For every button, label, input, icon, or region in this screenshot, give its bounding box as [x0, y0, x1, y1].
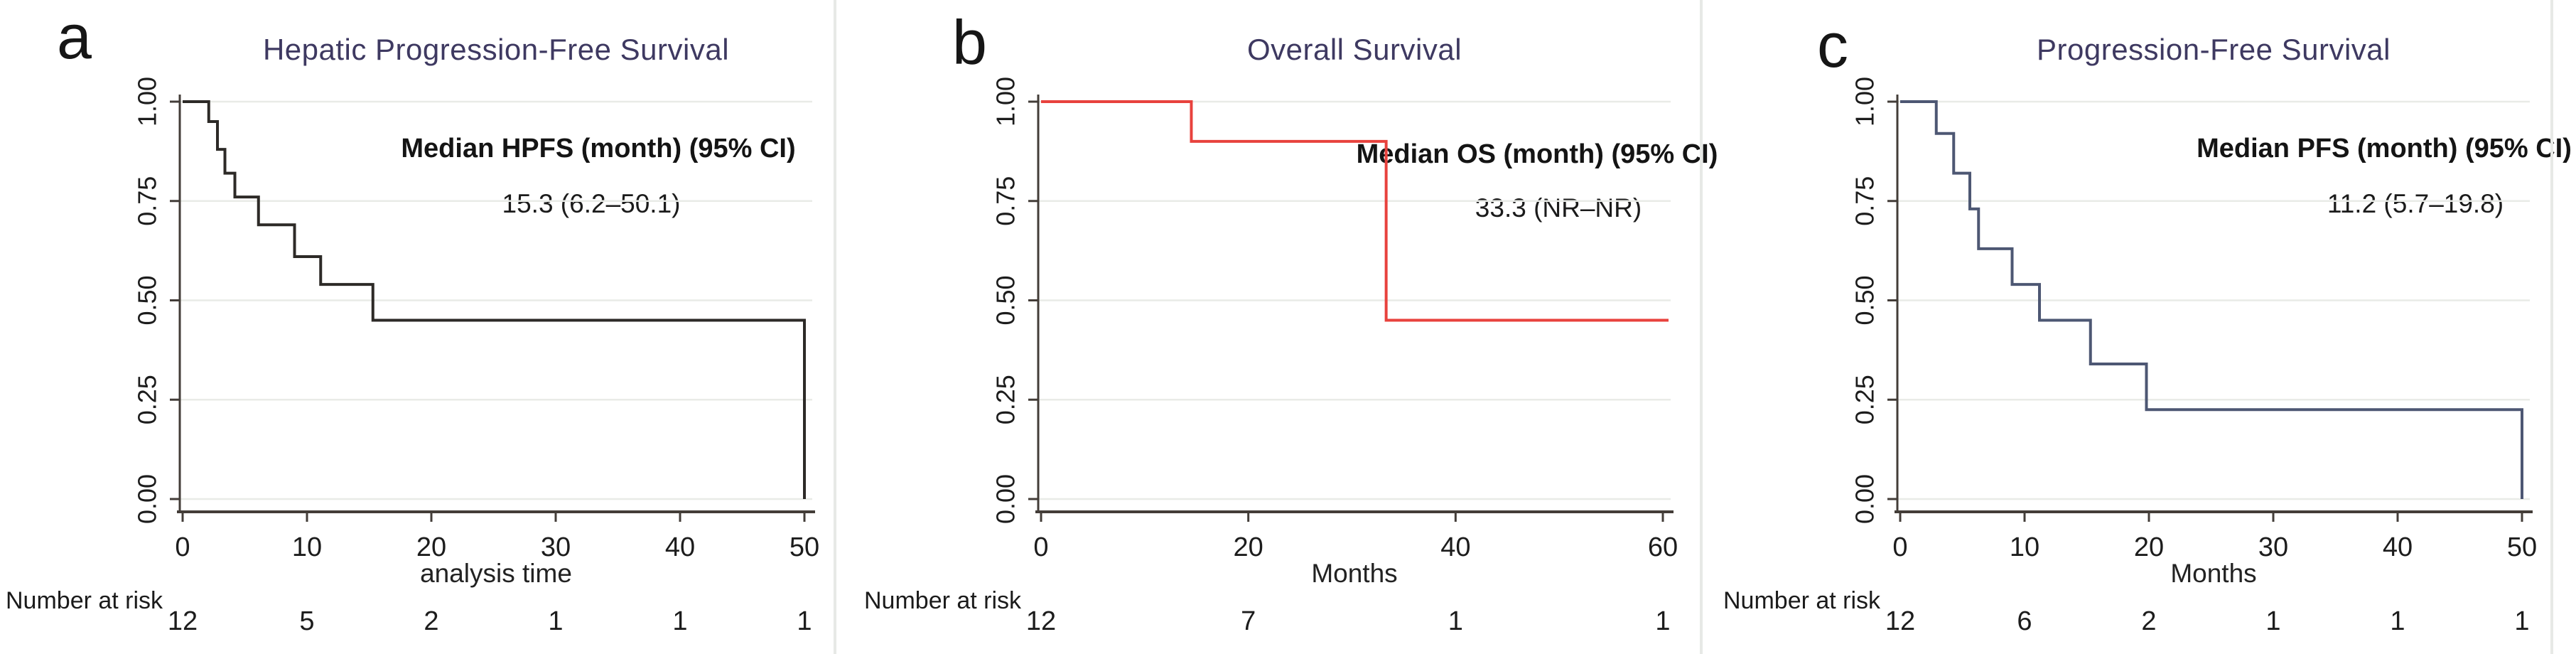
number-at-risk-value: 1 — [1448, 606, 1463, 636]
x-tick-label: 40 — [665, 532, 695, 562]
number-at-risk-value: 1 — [2514, 606, 2529, 636]
y-tick-label: 0.50 — [991, 275, 1020, 325]
panel-divider — [834, 0, 836, 654]
median-annotation-value: 11.2 (5.7–19.8) — [2327, 189, 2504, 218]
number-at-risk-value: 12 — [1885, 606, 1915, 636]
number-at-risk-value: 6 — [2017, 606, 2032, 636]
x-tick-label: 10 — [2010, 532, 2039, 562]
number-at-risk-value: 1 — [797, 606, 812, 636]
chart-title: Progression-Free Survival — [2036, 33, 2391, 66]
number-at-risk-value: 5 — [299, 606, 314, 636]
panel-letter: b — [952, 7, 987, 77]
y-tick-label: 0.00 — [1850, 474, 1880, 524]
x-tick-label: 50 — [789, 532, 819, 562]
y-tick-label: 0.75 — [133, 176, 162, 226]
y-tick-label: 0.25 — [133, 375, 162, 424]
median-annotation-title: Median PFS (month) (95% CI) — [2197, 134, 2572, 164]
number-at-risk-label: Number at risk — [864, 587, 1022, 614]
y-tick-label: 0.50 — [133, 275, 162, 325]
x-tick-label: 30 — [541, 532, 571, 562]
chart-title: Overall Survival — [1246, 33, 1462, 66]
x-axis-label: Months — [2170, 559, 2257, 588]
x-tick-label: 0 — [1892, 532, 1907, 562]
number-at-risk-value: 1 — [672, 606, 687, 636]
x-tick-label: 0 — [1033, 532, 1048, 562]
y-tick-label: 0.25 — [991, 375, 1020, 424]
x-tick-label: 20 — [416, 532, 446, 562]
number-at-risk-value: 2 — [2141, 606, 2156, 636]
number-at-risk-value: 1 — [548, 606, 563, 636]
x-axis-label: analysis time — [420, 559, 572, 588]
km-curve — [183, 100, 806, 499]
y-tick-label: 0.75 — [1850, 176, 1880, 226]
y-tick-label: 1.00 — [133, 77, 162, 127]
km-plot: 0.00 0.25 0.50 0.75 1.00 0 10 20 30 40 50 12 6 2 1 1 1 — [1850, 77, 2538, 636]
y-tick-label: 0.50 — [1850, 275, 1880, 325]
x-tick-label: 60 — [1648, 532, 1678, 562]
number-at-risk-value: 12 — [1026, 606, 1056, 636]
x-tick-label: 20 — [1234, 532, 1263, 562]
median-annotation-title: Median OS (month) (95% CI) — [1356, 139, 1718, 169]
x-tick-label: 10 — [292, 532, 322, 562]
median-annotation-value: 33.3 (NR–NR) — [1475, 193, 1642, 223]
panel-hepatic-pfs: a Hepatic Progression-Free Survival Medi… — [0, 0, 858, 654]
panel-progression-free-survival: c Progression-Free Survival Median PFS (… — [1718, 0, 2576, 654]
number-at-risk-label: Number at risk — [1723, 587, 1881, 614]
number-at-risk-value: 1 — [2390, 606, 2405, 636]
number-at-risk-value: 12 — [168, 606, 198, 636]
panel-overall-survival: b Overall Survival Median OS (month) (95… — [858, 0, 1718, 654]
number-at-risk-value: 1 — [1655, 606, 1670, 636]
x-tick-label: 30 — [2258, 532, 2288, 562]
y-tick-label: 1.00 — [1850, 77, 1880, 127]
y-tick-label: 0.00 — [991, 474, 1020, 524]
median-annotation-value: 15.3 (6.2–50.1) — [502, 189, 681, 218]
panel-letter: a — [57, 1, 92, 72]
x-tick-label: 20 — [2134, 532, 2164, 562]
number-at-risk-value: 2 — [424, 606, 438, 636]
number-at-risk-value: 7 — [1241, 606, 1256, 636]
panel-letter: c — [1817, 10, 1848, 80]
x-tick-label: 40 — [2383, 532, 2413, 562]
km-plot: 0.00 0.25 0.50 0.75 1.00 0 10 20 30 40 50 12 5 2 1 1 1 — [133, 77, 820, 636]
median-annotation-title: Median HPFS (month) (95% CI) — [401, 134, 796, 164]
km-curve — [1900, 100, 2523, 499]
y-tick-label: 0.00 — [133, 474, 162, 524]
km-plot: 0.00 0.25 0.50 0.75 1.00 0 20 40 60 12 7 1 1 — [991, 77, 1678, 636]
chart-title: Hepatic Progression-Free Survival — [262, 33, 730, 66]
x-tick-label: 50 — [2507, 532, 2537, 562]
number-at-risk-label: Number at risk — [6, 587, 163, 614]
y-tick-label: 1.00 — [991, 77, 1020, 127]
panel-divider — [2550, 0, 2553, 654]
panel-divider — [1700, 0, 1703, 654]
x-axis-label: Months — [1311, 559, 1398, 588]
number-at-risk-value: 1 — [2265, 606, 2280, 636]
x-tick-label: 0 — [175, 532, 190, 562]
x-tick-label: 40 — [1440, 532, 1470, 562]
y-tick-label: 0.75 — [991, 176, 1020, 226]
y-tick-label: 0.25 — [1850, 375, 1880, 424]
km-curve — [1041, 100, 1669, 322]
